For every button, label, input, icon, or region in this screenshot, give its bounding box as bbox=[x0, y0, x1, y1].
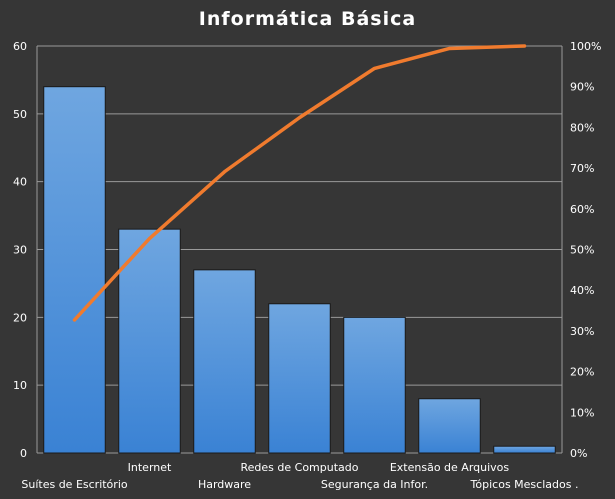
cumulative-point bbox=[373, 66, 376, 70]
cumulative-point bbox=[223, 170, 226, 174]
cumulative-point bbox=[523, 44, 526, 48]
y2-tick-label: 70% bbox=[570, 162, 594, 175]
category-label: Hardware bbox=[198, 478, 251, 491]
bar bbox=[418, 398, 481, 454]
y2-tick-label: 80% bbox=[570, 121, 594, 134]
y-tick-label: 10 bbox=[13, 379, 27, 392]
category-label: Extensão de Arquivos bbox=[390, 461, 510, 474]
y2-tick-label: 30% bbox=[570, 325, 594, 338]
cumulative-point bbox=[73, 318, 76, 322]
category-label: Segurança da Infor. bbox=[321, 478, 428, 491]
y2-tick-label: 10% bbox=[570, 406, 594, 419]
cumulative-point bbox=[448, 46, 451, 50]
bar bbox=[343, 316, 406, 454]
bar bbox=[268, 303, 331, 454]
y2-tick-label: 50% bbox=[570, 244, 594, 257]
y-tick-label: 60 bbox=[13, 40, 27, 53]
y2-tick-label: 100% bbox=[570, 40, 601, 53]
cumulative-point bbox=[298, 116, 301, 120]
chart-title: Informática Básica bbox=[198, 8, 417, 30]
category-label: Redes de Computado bbox=[241, 461, 359, 474]
y2-tick-label: 60% bbox=[570, 203, 594, 216]
y-tick-label: 50 bbox=[13, 108, 27, 121]
bar bbox=[493, 445, 556, 454]
cumulative-point bbox=[148, 237, 151, 241]
y2-tick-label: 20% bbox=[570, 366, 594, 379]
y-tick-label: 20 bbox=[13, 311, 27, 324]
y-tick-label: 30 bbox=[13, 244, 27, 257]
bar bbox=[193, 269, 256, 454]
bar bbox=[118, 228, 181, 454]
y-tick-label: 40 bbox=[13, 176, 27, 189]
category-label: Suítes de Escritório bbox=[21, 478, 127, 491]
y-tick-label: 0 bbox=[20, 447, 27, 460]
category-label: Tópicos Mesclados . bbox=[470, 478, 579, 491]
bar bbox=[43, 86, 106, 454]
category-label: Internet bbox=[128, 461, 172, 474]
y2-tick-label: 0% bbox=[570, 447, 587, 460]
y2-tick-label: 40% bbox=[570, 284, 594, 297]
y2-tick-label: 90% bbox=[570, 81, 594, 94]
